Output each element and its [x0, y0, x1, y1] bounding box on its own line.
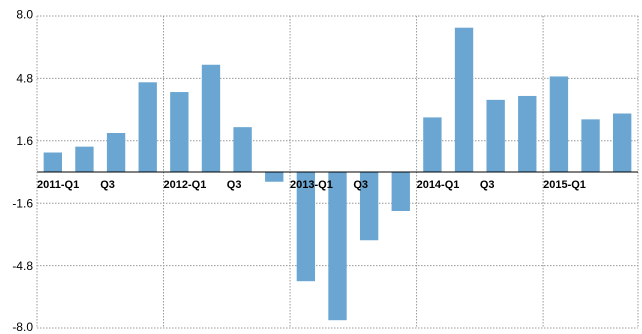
y-tick-label: 8.0	[16, 7, 33, 21]
bar-q2	[328, 172, 347, 321]
bar-q2	[454, 27, 474, 173]
bar-q3	[106, 133, 126, 172]
x-tick-label: Q3	[227, 179, 242, 191]
x-tick-label: 2013-Q1	[290, 179, 333, 191]
y-tick-label: -1.6	[12, 196, 33, 210]
x-tick-label: 2012-Q1	[164, 179, 207, 191]
x-tick-label: 2011-Q1	[37, 179, 79, 191]
x-tick-label: Q3	[480, 179, 495, 191]
bar-2014-q1	[423, 117, 442, 172]
bar-2012-q1	[170, 92, 189, 172]
bar-q3	[233, 127, 252, 172]
y-tick-label: -8.0	[12, 320, 33, 334]
axes	[36, 16, 638, 328]
bar-2015-q1	[549, 76, 569, 172]
x-tick-labels: 2011-Q1 Q3 2012-Q1 Q3 2013-Q1 Q3 2014-Q1 Q3 2015…	[37, 179, 586, 191]
y-tick-labels: 8.0 4.8 1.6 -1.6 -4.8 -8.0	[12, 7, 33, 334]
bar-q4	[265, 172, 284, 182]
bar-q4	[138, 82, 157, 172]
x-tick-label: 2015-Q1	[543, 179, 586, 191]
bar-2013-q1	[296, 172, 316, 282]
y-tick-label: -4.8	[12, 259, 33, 273]
y-tick-label: 4.8	[16, 72, 33, 86]
bar-q3	[359, 172, 379, 241]
bar-q2	[201, 64, 221, 172]
bar-q3	[486, 99, 505, 172]
bar-q2	[75, 146, 94, 172]
x-tick-label: Q3	[100, 179, 115, 191]
bar-q2	[581, 119, 600, 172]
x-tick-label: Q3	[353, 179, 368, 191]
bar-q4	[391, 172, 410, 211]
x-tick-label: 2014-Q1	[417, 179, 460, 191]
bar-q3	[613, 113, 632, 172]
y-tick-label: 1.6	[16, 134, 33, 148]
bar-2011-q1	[43, 152, 62, 172]
bar-q4	[518, 95, 537, 172]
bars	[43, 27, 632, 321]
